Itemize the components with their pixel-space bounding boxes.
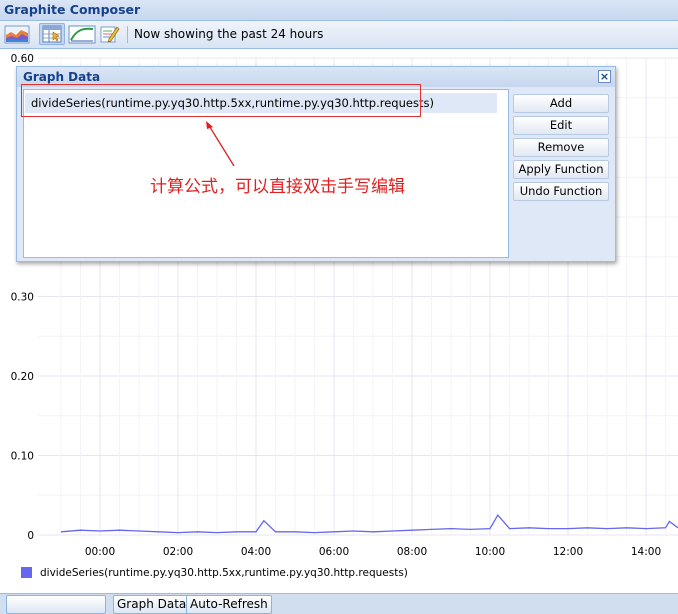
target-expression[interactable]: divideSeries(runtime.py.yq30.http.5xx,ru… (31, 96, 434, 110)
graph-options-icon (4, 25, 30, 44)
x-tick-label: 02:00 (163, 546, 193, 558)
x-tick-label: 00:00 (85, 546, 115, 558)
undo-function-button[interactable]: Undo Function (513, 182, 609, 201)
add-button[interactable]: Add (513, 94, 609, 113)
graph-data-tab-button[interactable]: Graph Data (113, 595, 191, 614)
date-range-icon (68, 25, 96, 44)
toolbar-separator (127, 26, 128, 43)
dialog-header: Graph Data × (17, 67, 615, 87)
edit-pencil-icon (100, 26, 120, 43)
series-line (60, 513, 678, 534)
apply-function-button[interactable]: Apply Function ▼ (513, 160, 609, 192)
y-tick-label: 0.30 (11, 292, 34, 304)
graph-data-button[interactable] (39, 23, 65, 45)
x-tick-label: 14:00 (631, 546, 661, 558)
annotation-text: 计算公式，可以直接双击手写编辑 (150, 177, 405, 197)
x-tick-label: 12:00 (553, 546, 583, 558)
apply-function-label: Apply Function (518, 162, 604, 176)
remove-button[interactable]: Remove (513, 138, 609, 157)
graph-options-button[interactable] (4, 23, 30, 45)
edit-graph-button[interactable] (98, 23, 124, 45)
dialog-title: Graph Data (23, 70, 101, 84)
graph-data-dialog: Graph Data × divideSeries(runtime.py.yq3… (16, 66, 616, 262)
x-axis: 00:00 02:00 04:00 06:00 08:00 10:00 12:00 14:00 (85, 546, 661, 558)
y-axis: 0.60 0.30 0.20 0.10 0 (11, 53, 34, 542)
annotation-arrow-icon (206, 121, 235, 167)
edit-button[interactable]: Edit (513, 116, 609, 135)
x-tick-label: 04:00 (241, 546, 271, 558)
y-tick-label: 0.60 (11, 53, 34, 65)
date-range-button[interactable] (68, 23, 96, 45)
y-tick-label: 0 (27, 530, 34, 542)
highlight-box (21, 84, 421, 117)
legend-label: divideSeries(runtime.py.yq30.http.5xx,ru… (40, 567, 408, 579)
x-tick-label: 10:00 (475, 546, 505, 558)
toolbar: Now showing the past 24 hours (0, 21, 678, 49)
hidden-left-button[interactable] (6, 595, 106, 614)
bottom-bar: Graph Data Auto-Refresh (0, 593, 678, 614)
app-titlebar: Graphite Composer (0, 0, 678, 21)
graph-data-icon (42, 25, 62, 43)
legend-swatch (21, 567, 32, 578)
x-tick-label: 06:00 (319, 546, 349, 558)
close-icon[interactable]: × (598, 70, 611, 83)
target-row[interactable]: divideSeries(runtime.py.yq30.http.5xx,ru… (25, 93, 497, 113)
y-tick-label: 0.10 (11, 451, 34, 463)
target-list: divideSeries(runtime.py.yq30.http.5xx,ru… (23, 89, 509, 258)
x-tick-label: 08:00 (397, 546, 427, 558)
y-tick-label: 0.20 (11, 371, 34, 383)
app-title: Graphite Composer (4, 2, 141, 17)
auto-refresh-button[interactable]: Auto-Refresh (186, 595, 272, 614)
time-range-status: Now showing the past 24 hours (134, 27, 324, 41)
